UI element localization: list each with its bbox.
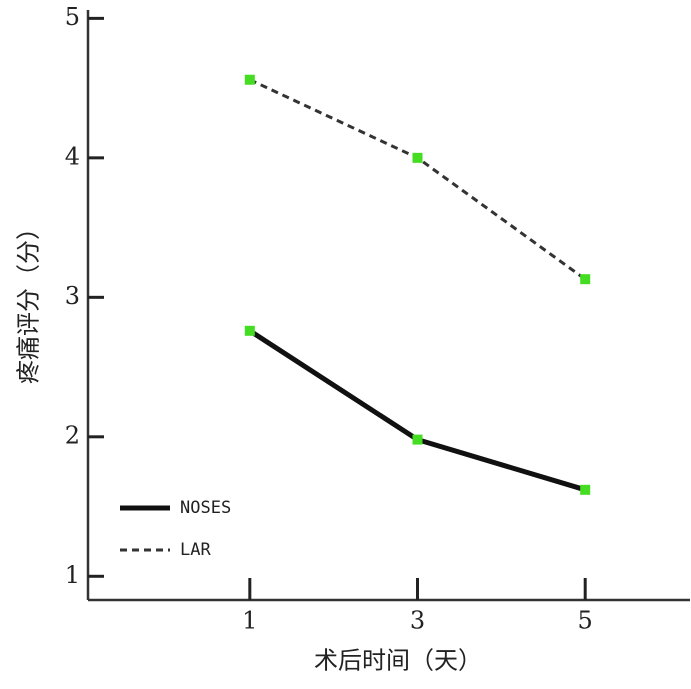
marker bbox=[244, 325, 255, 336]
y-tick-label: 1 bbox=[65, 561, 80, 589]
marker bbox=[412, 152, 423, 163]
y-tick-label: 5 bbox=[65, 3, 80, 31]
y-tick-label: 2 bbox=[65, 421, 80, 449]
series-line bbox=[249, 78, 587, 281]
marker bbox=[580, 274, 591, 285]
x-tick-label: 3 bbox=[410, 607, 425, 635]
x-tick-label: 1 bbox=[242, 607, 257, 635]
x-tick-label: 5 bbox=[578, 607, 593, 635]
marker bbox=[580, 484, 591, 495]
y-tick-label: 3 bbox=[65, 282, 80, 310]
marker bbox=[412, 434, 423, 445]
legend-label: LAR bbox=[180, 540, 211, 560]
x-axis-label: 术后时间（天） bbox=[314, 647, 482, 675]
y-tick-label: 4 bbox=[65, 142, 80, 170]
y-axis-label: 疼痛评分（分） bbox=[15, 216, 43, 384]
series-line bbox=[248, 328, 586, 493]
legend-label: NOSES bbox=[180, 498, 231, 518]
marker bbox=[244, 74, 255, 85]
